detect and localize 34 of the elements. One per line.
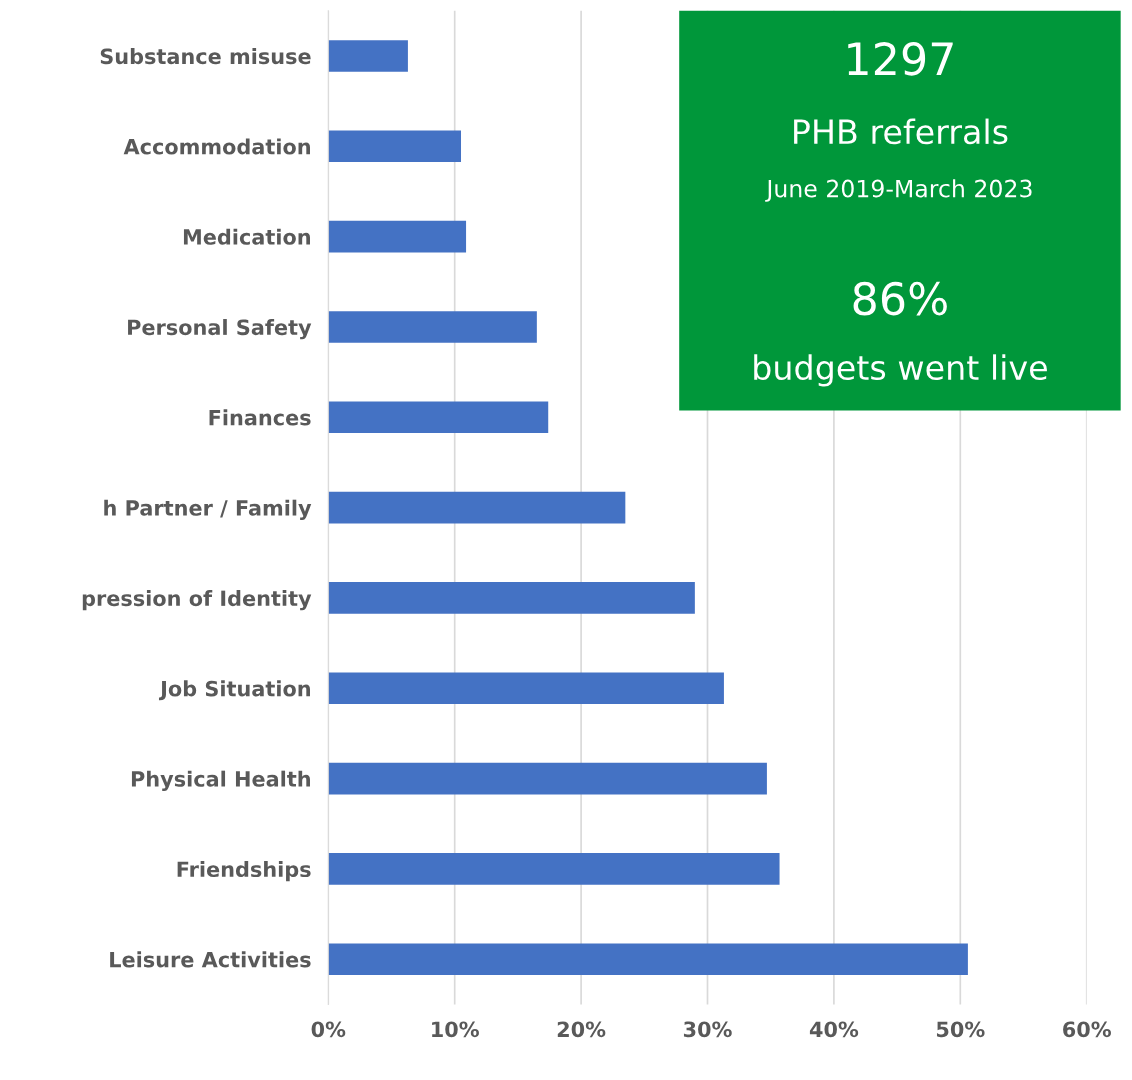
annotation: budgets went live [754, 354, 1047, 387]
x-tick-label: 0% [311, 1021, 346, 1038]
bar [328, 853, 780, 885]
annotation: 86% [853, 281, 947, 316]
y-tick-label: Medication [183, 228, 310, 245]
x-tick-label: 30% [683, 1021, 732, 1038]
y-tick-label: Friendships [177, 860, 311, 882]
y-tick-label: pression of Identity [82, 590, 312, 611]
x-tick-label: 40% [809, 1021, 859, 1038]
bar [328, 943, 968, 976]
annotation: 1297 [848, 42, 953, 76]
annotation: June 2019-March 2023 [765, 179, 1032, 202]
y-tick-label: Job Situation [158, 680, 310, 701]
bar [328, 130, 462, 163]
y-tick-label: Finances [209, 409, 311, 426]
y-tick-label: h Partner / Family [104, 499, 312, 521]
x-tick-label: 10% [432, 1021, 479, 1038]
bar [328, 220, 467, 253]
y-tick-label: Leisure Activities [110, 951, 311, 968]
bar [328, 762, 767, 795]
bar [328, 582, 695, 614]
annotation: PHB referrals [794, 118, 1008, 145]
y-tick-label: Accommodation [123, 138, 310, 155]
bar [328, 401, 549, 434]
bar [328, 672, 724, 705]
y-tick-label: Physical Health [131, 770, 310, 791]
bar [328, 40, 408, 72]
bar [328, 311, 537, 343]
x-tick-label: 50% [936, 1021, 985, 1038]
x-tick-label: 20% [557, 1021, 606, 1038]
y-tick-label: Substance misuse [100, 48, 311, 65]
x-tick-label: 60% [1063, 1021, 1111, 1038]
bar [328, 491, 626, 524]
y-tick-label: Personal Safety [128, 319, 312, 340]
